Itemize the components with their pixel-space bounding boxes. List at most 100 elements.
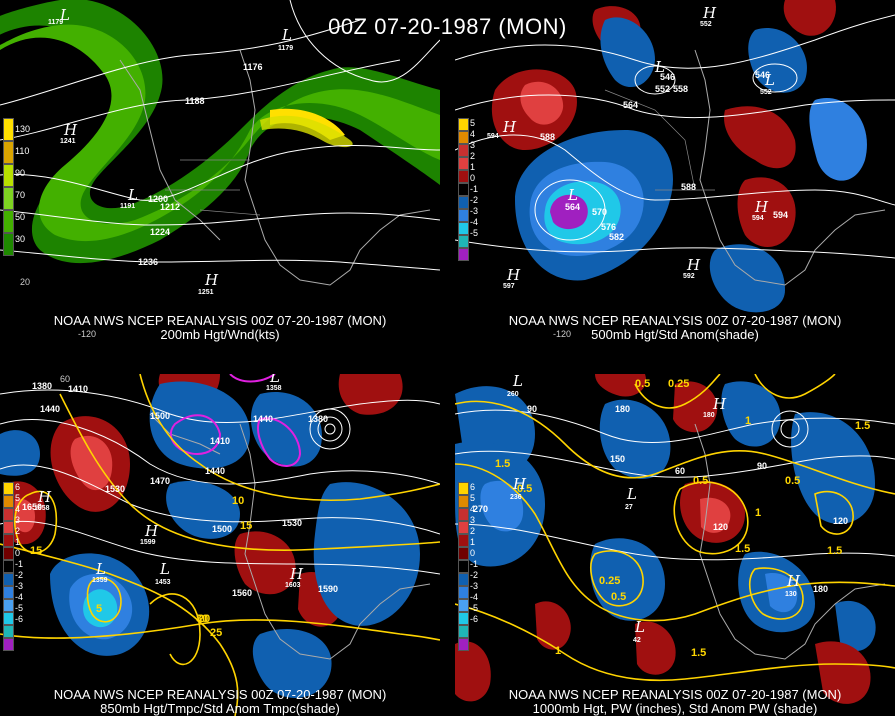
pw-label: 0.5 xyxy=(635,378,650,390)
temp-label: 20 xyxy=(198,613,210,625)
contour-label: 588 xyxy=(540,132,555,142)
pw-label: 1 xyxy=(555,645,561,657)
contour-label: 1440 xyxy=(205,466,225,476)
high-marker: H xyxy=(712,395,727,413)
legend-swatch xyxy=(3,573,14,586)
caption-200mb: NOAA NWS NCEP REANALYSIS 00Z 07-20-1987 … xyxy=(0,314,440,342)
low-marker: L xyxy=(281,26,292,44)
pw-contour xyxy=(455,603,895,682)
pw-label: 1 xyxy=(745,415,751,427)
caption-850mb: NOAA NWS NCEP REANALYSIS 00Z 07-20-1987 … xyxy=(0,688,440,716)
legend-label: 0 xyxy=(470,548,476,558)
legend-label: 2 xyxy=(470,151,476,161)
lon-label: -120 xyxy=(553,329,571,339)
high-marker: H xyxy=(754,198,769,216)
legend-swatch xyxy=(3,625,14,638)
legend-swatch xyxy=(3,612,14,625)
high-value: 1603 xyxy=(285,582,301,589)
caption-product: 1000mb Hgt, PW (inches), Std Anom PW (sh… xyxy=(532,701,818,716)
pw-label: 1.5 xyxy=(827,545,842,557)
height-contour xyxy=(0,145,440,201)
contour-label: 150 xyxy=(610,454,625,464)
temp-contour xyxy=(139,374,440,502)
legend-swatch xyxy=(3,586,14,599)
legend-swatch xyxy=(3,141,14,164)
contour-label: 1650 xyxy=(22,502,42,512)
legend-label: 1 xyxy=(15,537,21,547)
legend-label: -2 xyxy=(470,570,479,580)
map-500mb: 564 552 558 546 546 588 564 570 576 582 … xyxy=(455,0,895,342)
legend-swatch xyxy=(458,573,469,586)
contour-label: 558 xyxy=(673,84,688,94)
legend-label: -4 xyxy=(470,592,479,602)
caption-source: NOAA NWS NCEP REANALYSIS 00Z 07-20-1987 … xyxy=(508,687,842,702)
contour-label: 1410 xyxy=(210,436,230,446)
legend-label: 1 xyxy=(470,162,476,172)
pw-label: 0.5 xyxy=(517,483,532,495)
high-marker: H xyxy=(686,256,701,274)
temp-contour xyxy=(0,543,239,716)
height-contour xyxy=(0,389,440,424)
low-marker: L xyxy=(764,71,775,89)
caption-source: NOAA NWS NCEP REANALYSIS 00Z 07-20-1987 … xyxy=(53,687,387,702)
legend-500mb: 5 4 3 2 1 0 -1 -2 -3 -4 -5 xyxy=(458,118,478,261)
legend-label: -3 xyxy=(470,581,479,591)
contour-label: 120 xyxy=(833,516,848,526)
legend-swatch xyxy=(458,638,469,651)
contour-label: 594 xyxy=(773,210,788,220)
pw-label: 1.5 xyxy=(735,543,750,555)
legend-swatch xyxy=(458,625,469,638)
pw-label: 0.5 xyxy=(693,475,708,487)
legend-label: 4 xyxy=(15,504,21,514)
caption-source: NOAA NWS NCEP REANALYSIS 00Z 07-20-1987 … xyxy=(508,313,842,328)
pw-label: 1.5 xyxy=(855,420,870,432)
high-marker: H xyxy=(37,488,52,506)
contour-label: 576 xyxy=(601,222,616,232)
legend-label: -1 xyxy=(470,184,479,194)
caption-product: 850mb Hgt/Tmpc/Std Anom Tmpc(shade) xyxy=(100,701,340,716)
pw-contour xyxy=(455,463,895,622)
legend-label: -5 xyxy=(470,603,479,613)
legend-label: 0 xyxy=(15,548,21,558)
temp-label: 10 xyxy=(232,495,244,507)
contour-label: 1380 xyxy=(308,414,328,424)
legend-swatch xyxy=(458,534,469,547)
low-marker: L xyxy=(634,618,645,636)
height-contour xyxy=(455,94,895,119)
contour-label: 1380 xyxy=(32,381,52,391)
panel-500mb: 564 552 558 546 546 588 564 570 576 582 … xyxy=(455,0,895,342)
contour-label: 546 xyxy=(755,70,770,80)
high-value: 130 xyxy=(785,591,797,598)
contour-label: 1224 xyxy=(150,227,170,237)
high-value: 597 xyxy=(503,283,515,290)
low-marker: L xyxy=(127,186,138,204)
height-contour xyxy=(0,209,440,226)
legend-label: 70 xyxy=(15,190,26,200)
temp-contour xyxy=(14,490,57,554)
legend-label: 4 xyxy=(470,129,476,139)
lat-label: 60 xyxy=(60,374,70,384)
legend-label: -3 xyxy=(15,581,24,591)
legend-label: -4 xyxy=(470,217,479,227)
pw-label: 1.5 xyxy=(495,458,510,470)
high-marker: H xyxy=(289,565,304,583)
height-contour xyxy=(0,464,440,535)
contour-label: 564 xyxy=(565,202,580,212)
pw-label: 0.25 xyxy=(668,378,689,390)
caption-1000mb: NOAA NWS NCEP REANALYSIS 00Z 07-20-1987 … xyxy=(455,688,895,716)
legend-swatch xyxy=(458,599,469,612)
pw-label: 0.5 xyxy=(785,475,800,487)
legend-swatch xyxy=(458,521,469,534)
low-marker: L xyxy=(159,560,170,578)
contour-label: 1440 xyxy=(40,404,60,414)
temp-label: 15 xyxy=(240,520,252,532)
legend-label: 2 xyxy=(15,526,21,536)
map-1000mb: 90 180 150 270 120 120 180 90 60 0.5 0.2… xyxy=(455,374,895,716)
legend-swatch xyxy=(3,187,14,210)
legend-label: -4 xyxy=(15,592,24,602)
low-value: 1358 xyxy=(266,385,282,392)
low-value: 42 xyxy=(633,637,641,644)
legend-1000mb: 6 5 4 3 2 1 0 -1 -2 -3 -4 -5 -6 xyxy=(458,482,478,651)
legend-label: -5 xyxy=(15,603,24,613)
legend-label: 110 xyxy=(15,146,30,156)
